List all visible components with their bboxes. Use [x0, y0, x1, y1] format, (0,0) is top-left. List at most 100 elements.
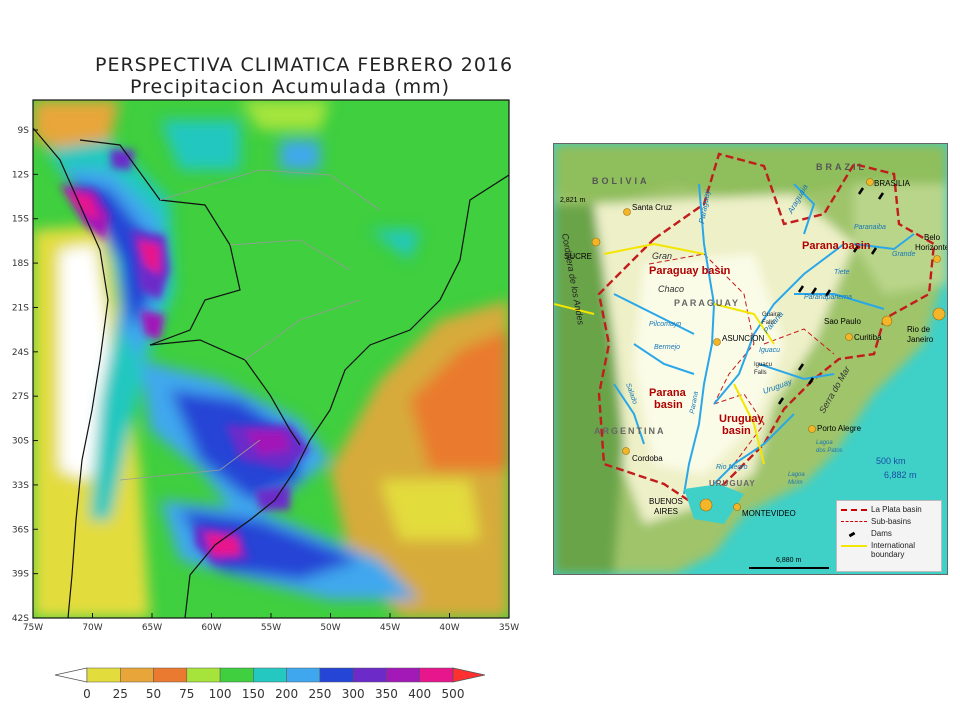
falls-label: Guaira — [762, 312, 781, 318]
lat-tick-label: 36S — [12, 525, 29, 535]
city-label: SUCRE — [564, 252, 592, 261]
region-label: Gran — [652, 251, 672, 261]
lon-tick-label: 55W — [261, 623, 281, 633]
lat-tick-label: 18S — [12, 259, 29, 269]
city-label: Curitiba — [854, 333, 882, 342]
country-label: ARGENTINA — [594, 426, 666, 436]
colorbar-label: 100 — [209, 687, 232, 701]
country-label: BOLIVIA — [592, 176, 650, 186]
legend-item: La Plata basin — [837, 504, 941, 516]
lon-tick-label: 45W — [380, 623, 400, 633]
lat-tick-label: 15S — [12, 215, 29, 225]
falls-label: Falls — [762, 320, 775, 326]
lat-tick-label: 9S — [18, 126, 30, 136]
basin-label: Uruguay — [719, 413, 765, 425]
colorbar-bin — [419, 667, 454, 683]
river-label: Grande — [892, 251, 915, 258]
basin-label: Parana — [649, 387, 687, 399]
colorbar-label: 50 — [146, 687, 161, 701]
map-legend: La Plata basin Sub-basins Dams Internati… — [836, 500, 942, 572]
lon-tick-label: 50W — [320, 623, 340, 633]
lake-label: Lagoa — [816, 440, 833, 446]
colorbar-bin — [86, 667, 121, 683]
la-plata-boundary — [597, 152, 936, 506]
city-label: Rio de — [907, 325, 931, 334]
lon-tick-label: 65W — [142, 623, 162, 633]
city-label: BRASILIA — [874, 179, 911, 188]
lon-tick-label: 60W — [201, 623, 221, 633]
scale-label: 6,880 m — [776, 557, 801, 564]
colorbar-bin — [286, 667, 321, 683]
basin-label: Paraguay basin — [649, 265, 731, 277]
legend-item: Dams — [837, 528, 941, 540]
map-title: PERSPECTIVA CLIMATICA FEBRERO 2016 — [95, 54, 514, 76]
colorbar-bin — [386, 667, 420, 683]
lat-tick-label: 27S — [12, 392, 29, 402]
lon-tick-label: 70W — [82, 623, 102, 633]
colorbar-label: 25 — [113, 687, 128, 701]
ocean-label: 6,882 m — [884, 470, 917, 480]
legend-item: boundary — [871, 550, 905, 559]
lon-tick-label: 40W — [439, 623, 459, 633]
river-label: Paranapanema — [804, 294, 852, 301]
city-label: Sao Paulo — [824, 317, 861, 326]
elevation-label: 2,821 m — [560, 197, 585, 204]
city-label: Janeiro — [907, 335, 934, 344]
lake-label: Lagoa — [788, 472, 805, 478]
city-label: ASUNCION — [722, 334, 764, 343]
colorbar-label: 500 — [442, 687, 465, 701]
colorbar-bin — [253, 667, 287, 683]
colorbar-label: 250 — [308, 687, 331, 701]
lat-tick-label: 24S — [12, 348, 29, 358]
legend-item: International — [837, 540, 941, 552]
falls-label: Falls — [754, 370, 767, 376]
lake-label: Mirim — [788, 480, 803, 486]
lat-tick-label: 30S — [12, 437, 29, 447]
colorbar-high-arrow — [452, 667, 486, 683]
lat-tick-label: 12S — [12, 170, 29, 180]
city-label: Santa Cruz — [632, 203, 672, 212]
colorbar-low-arrow — [54, 667, 88, 683]
la-plata-basin-map: BOLIVIA BRAZIL PARAGUAY ARGENTINA URUGUA… — [553, 143, 948, 575]
lat-tick-label: 21S — [12, 303, 29, 313]
ocean-label: 500 km — [876, 456, 906, 466]
colorbar-bin — [186, 667, 221, 683]
city-label: Horizonte — [915, 243, 947, 252]
country-label: URUGUAY — [709, 479, 756, 488]
colorbar: 0 25 50 75 100 150 200 250 300 350 400 500 — [54, 667, 486, 701]
city-label: Porto Alegre — [817, 424, 862, 433]
basin-label: basin — [722, 425, 751, 437]
city-label: Cordoba — [632, 454, 663, 463]
river-label: Paranaiba — [854, 224, 886, 231]
river-label: Bermejo — [654, 344, 680, 351]
map-subtitle: Precipitacion Acumulada (mm) — [130, 76, 451, 98]
colorbar-label: 350 — [375, 687, 398, 701]
city-label: AIRES — [654, 507, 678, 516]
lat-tick-label: 39S — [12, 570, 29, 580]
lon-tick-label: 35W — [499, 623, 519, 633]
city-label: Belo — [924, 233, 941, 242]
colorbar-bin — [120, 667, 154, 683]
river-label: Rio Negro — [716, 464, 748, 471]
country-label: BRAZIL — [816, 162, 867, 172]
lat-tick-label: 42S — [12, 614, 29, 624]
colorbar-bin — [319, 667, 354, 683]
colorbar-label: 150 — [242, 687, 265, 701]
lat-tick-label: 33S — [12, 481, 29, 491]
lake-label: dos Patos — [816, 448, 843, 454]
colorbar-label: 400 — [408, 687, 431, 701]
river-label: Pilcomayo — [649, 321, 681, 328]
colorbar-bin — [219, 667, 254, 683]
country-label: PARAGUAY — [674, 298, 740, 308]
falls-label: Iguacu — [754, 362, 772, 368]
river-label: Iguacu — [759, 347, 780, 354]
river-label: Tiete — [834, 269, 850, 276]
basin-label: basin — [654, 399, 683, 411]
legend-item: Sub-basins — [837, 516, 941, 528]
colorbar-bin — [153, 667, 188, 683]
colorbar-label: 200 — [275, 687, 298, 701]
colorbar-label: 300 — [342, 687, 365, 701]
colorbar-label: 75 — [179, 687, 194, 701]
region-label: Chaco — [658, 284, 684, 294]
